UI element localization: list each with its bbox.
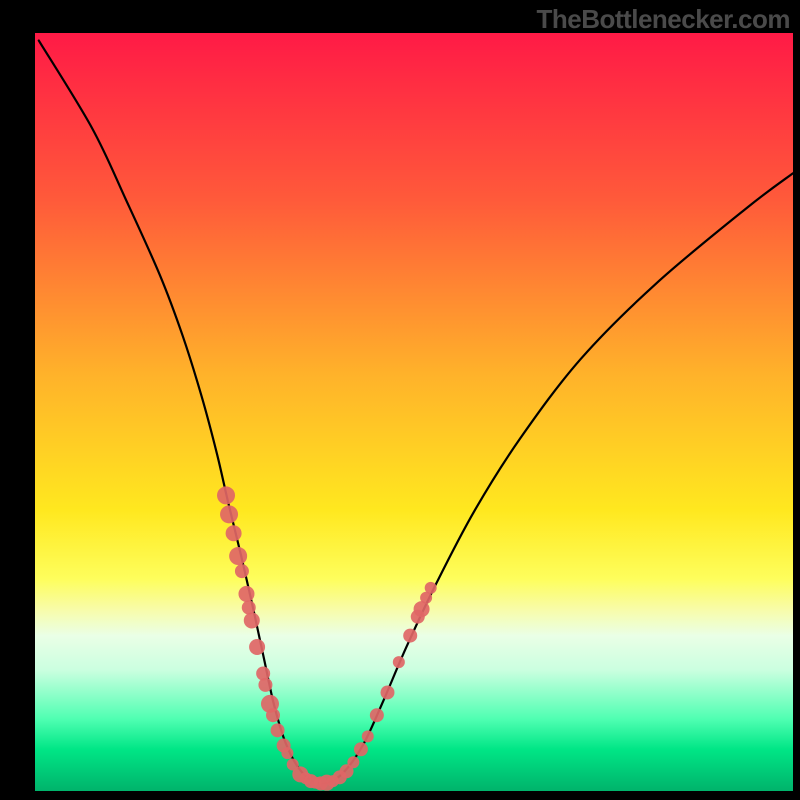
data-dot [242,601,256,615]
data-dot [229,547,247,565]
data-dot [281,747,293,759]
data-dot [354,742,368,756]
data-dot [235,564,249,578]
data-dot [249,639,265,655]
data-dot [258,678,272,692]
data-dot [266,708,280,722]
data-dot [393,656,405,668]
data-dot [226,525,242,541]
data-dot [220,505,238,523]
data-dot [370,708,384,722]
data-dot [403,629,417,643]
watermark-text: TheBottlenecker.com [537,4,790,35]
data-dot [238,586,254,602]
data-dot [380,685,394,699]
chart-svg [0,0,800,800]
data-dot [362,730,374,742]
data-dot [425,582,437,594]
chart-canvas: { "watermark": { "text": "TheBottlenecke… [0,0,800,800]
data-dot [347,756,359,768]
data-dot [271,723,285,737]
data-dot [244,612,260,628]
data-dot [217,486,235,504]
